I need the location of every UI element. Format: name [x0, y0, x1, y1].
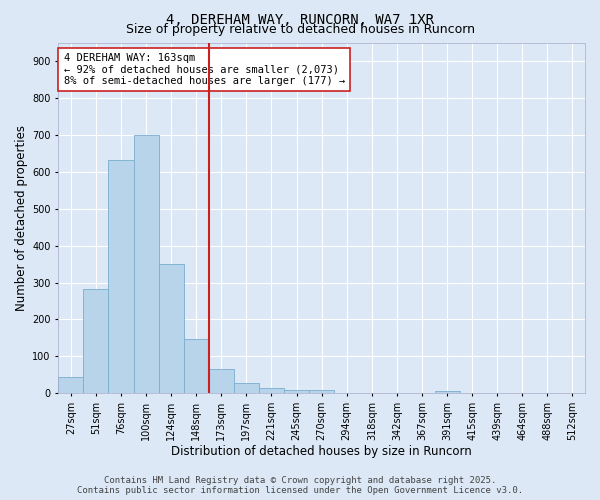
- X-axis label: Distribution of detached houses by size in Runcorn: Distribution of detached houses by size …: [171, 444, 472, 458]
- Bar: [259, 388, 284, 394]
- Text: Contains HM Land Registry data © Crown copyright and database right 2025.
Contai: Contains HM Land Registry data © Crown c…: [77, 476, 523, 495]
- Bar: [209, 368, 234, 394]
- Bar: [184, 338, 209, 394]
- Bar: [109, 160, 134, 394]
- Bar: [434, 392, 460, 394]
- Bar: [284, 390, 309, 394]
- Bar: [234, 383, 259, 394]
- Bar: [158, 264, 184, 394]
- Y-axis label: Number of detached properties: Number of detached properties: [15, 125, 28, 311]
- Bar: [134, 135, 158, 394]
- Bar: [58, 378, 83, 394]
- Text: 4, DEREHAM WAY, RUNCORN, WA7 1XR: 4, DEREHAM WAY, RUNCORN, WA7 1XR: [166, 12, 434, 26]
- Bar: [309, 390, 334, 394]
- Bar: [83, 289, 109, 394]
- Text: 4 DEREHAM WAY: 163sqm
← 92% of detached houses are smaller (2,073)
8% of semi-de: 4 DEREHAM WAY: 163sqm ← 92% of detached …: [64, 53, 345, 86]
- Text: Size of property relative to detached houses in Runcorn: Size of property relative to detached ho…: [125, 24, 475, 36]
